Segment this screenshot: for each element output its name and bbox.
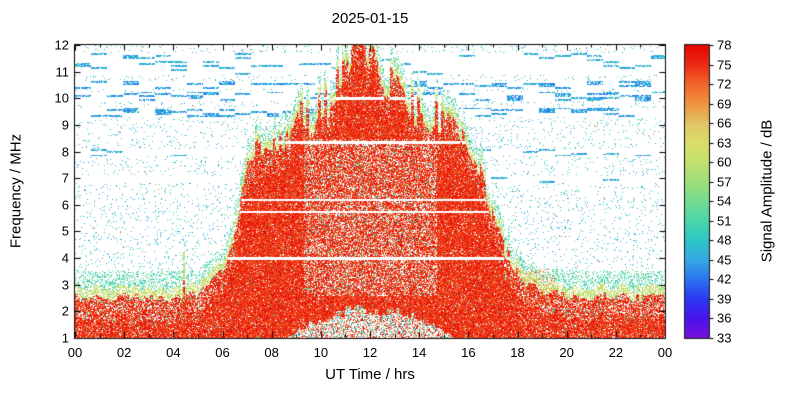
colorbar-tick-label: 51 (717, 213, 732, 229)
x-tick-label: 20 (559, 345, 574, 360)
colorbar-tick-label: 48 (717, 232, 732, 248)
colorbar-tick-label: 66 (717, 115, 732, 131)
colorbar-tick-label: 42 (717, 271, 732, 287)
y-axis-label: Frequency / MHz (7, 133, 25, 249)
colorbar-label: Signal Amplitude / dB (758, 119, 776, 263)
x-tick-label: 18 (510, 345, 525, 360)
colorbar-tick-label: 60 (717, 154, 732, 170)
colorbar-tick-label: 54 (717, 193, 732, 209)
colorbar-tick-label: 63 (717, 135, 732, 151)
y-tick-label: 8 (61, 144, 69, 160)
colorbar (685, 45, 709, 338)
colorbar-tick-label: 75 (717, 57, 732, 73)
colorbar-tick-label: 78 (717, 37, 732, 53)
y-tick-label: 4 (61, 250, 69, 266)
x-tick-label: 00 (67, 345, 83, 360)
y-tick-label: 1 (61, 330, 69, 346)
y-tick-label: 11 (55, 64, 70, 80)
y-tick-label: 6 (61, 197, 69, 213)
y-tick-label: 3 (61, 277, 69, 293)
y-tick-label: 12 (54, 37, 69, 53)
colorbar-tick-label: 72 (717, 76, 732, 92)
chart-title: 2025-01-15 (331, 10, 409, 27)
x-tick-label: 06 (215, 345, 230, 360)
y-tick-label: 2 (61, 303, 69, 319)
x-tick-label: 14 (411, 345, 427, 360)
y-tick-label: 9 (61, 117, 69, 133)
colorbar-tick-label: 33 (717, 330, 732, 346)
x-tick-label: 00 (657, 345, 673, 360)
colorbar-tick-label: 45 (717, 252, 732, 268)
x-tick-label: 08 (264, 345, 279, 360)
colorbar-tick-label: 36 (717, 310, 732, 326)
x-tick-label: 04 (166, 345, 181, 360)
colorbar-tick-label: 69 (717, 96, 732, 112)
x-tick-label: 22 (608, 345, 624, 360)
colorbar-tick-label: 39 (717, 291, 732, 307)
x-tick-label: 16 (461, 345, 476, 360)
x-axis-label: UT Time / hrs (325, 366, 415, 383)
x-tick-label: 12 (362, 345, 378, 360)
y-tick-label: 7 (61, 170, 69, 186)
y-tick-label: 5 (61, 223, 69, 239)
y-tick-label: 10 (54, 90, 69, 106)
colorbar-tick-label: 57 (717, 174, 732, 190)
x-tick-label: 02 (116, 345, 132, 360)
spectrogram-heatmap (75, 45, 665, 338)
x-tick-label: 10 (313, 345, 329, 360)
